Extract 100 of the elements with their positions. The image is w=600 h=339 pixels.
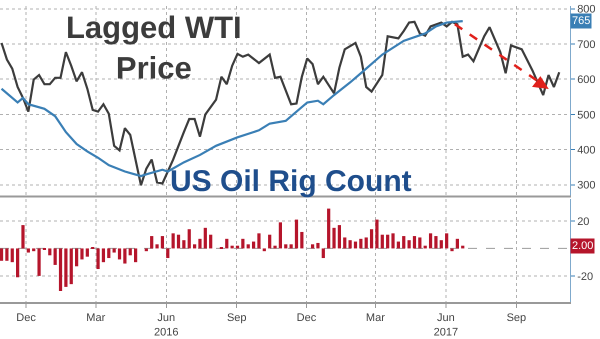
y-tick-label: 800 (577, 4, 596, 16)
bar (64, 248, 68, 287)
y-tick-label: 20 (577, 216, 590, 228)
bar (118, 248, 122, 260)
bar (70, 248, 73, 284)
y-tick-label: 400 (577, 144, 596, 157)
bar (412, 236, 416, 248)
bar (332, 228, 336, 248)
annotation: 765 (572, 15, 590, 27)
bar (230, 246, 234, 248)
bar (225, 238, 228, 248)
bar (284, 244, 288, 248)
bar (364, 237, 368, 248)
bar (123, 248, 126, 264)
bar (192, 244, 196, 248)
bar (257, 233, 261, 248)
y-tick-label: 700 (577, 38, 596, 51)
bar (160, 236, 164, 248)
bar (236, 246, 240, 248)
bar (241, 238, 244, 248)
bar (37, 248, 41, 276)
bar (198, 238, 202, 248)
bar (310, 244, 314, 248)
bar (370, 229, 374, 248)
bar (176, 234, 180, 248)
bar (0, 248, 4, 261)
bar (424, 246, 427, 248)
bar (316, 242, 320, 248)
x-tick-label: Sep (506, 312, 526, 324)
bar (386, 234, 390, 248)
x-tick-label: Mar (366, 312, 386, 324)
y-tick-label: 600 (577, 74, 596, 86)
bar (107, 248, 110, 258)
bar (102, 248, 106, 262)
bar (26, 248, 30, 253)
bar (273, 246, 277, 248)
bar (338, 225, 341, 248)
bar (204, 228, 207, 248)
bar (150, 236, 154, 248)
bar (268, 234, 272, 248)
bar (262, 248, 266, 252)
bar (155, 244, 159, 248)
bar (327, 208, 330, 248)
bar (166, 248, 170, 258)
bar (445, 233, 448, 248)
x-tick-label: Jun 2016 (154, 312, 178, 338)
bar (96, 248, 100, 270)
series-label: US Oil Rig Count (170, 165, 412, 198)
x-tick-label: Sep (226, 312, 247, 324)
bar (456, 238, 459, 248)
bar (75, 248, 78, 266)
bar (402, 236, 406, 248)
bar (278, 222, 282, 248)
bar (58, 248, 62, 292)
bar (290, 244, 293, 248)
bar (252, 242, 256, 248)
bar (209, 234, 212, 248)
bar (112, 248, 116, 253)
bar (10, 248, 14, 262)
y-tick-label: 500 (577, 109, 596, 122)
bar (16, 248, 20, 278)
bar (246, 244, 250, 248)
bar (294, 220, 298, 248)
bar (300, 232, 304, 248)
bar (182, 240, 186, 248)
bar (48, 248, 52, 256)
bar (188, 229, 191, 248)
bar (408, 240, 411, 248)
y-tick-label: 300 (577, 180, 596, 192)
bar (380, 234, 384, 248)
x-tick-label: Dec (296, 312, 317, 324)
bar (461, 246, 464, 248)
series-label: Lagged WTI Price (66, 10, 242, 86)
bar (54, 248, 57, 265)
bar (134, 248, 138, 262)
bar (359, 238, 362, 248)
bar (428, 233, 432, 248)
bar (128, 248, 132, 256)
bar (80, 248, 84, 260)
bar (418, 237, 422, 248)
bar (434, 236, 438, 248)
bar (21, 225, 25, 248)
bar (343, 237, 346, 248)
bar (144, 248, 148, 252)
bar (391, 233, 395, 248)
annotation: 2.00 (572, 240, 594, 252)
bar (86, 248, 89, 257)
bar (172, 233, 175, 248)
x-tick-label: Dec (16, 312, 36, 324)
bar (5, 248, 8, 261)
bar (32, 248, 36, 252)
y-tick-label: -20 (577, 270, 594, 283)
x-tick-label: Mar (86, 312, 106, 324)
bar (322, 248, 325, 258)
bar (354, 242, 358, 248)
bar (375, 220, 379, 248)
bar (440, 240, 443, 248)
bar (396, 242, 400, 248)
x-tick-label: Jun 2017 (434, 312, 458, 338)
bar (348, 240, 352, 248)
